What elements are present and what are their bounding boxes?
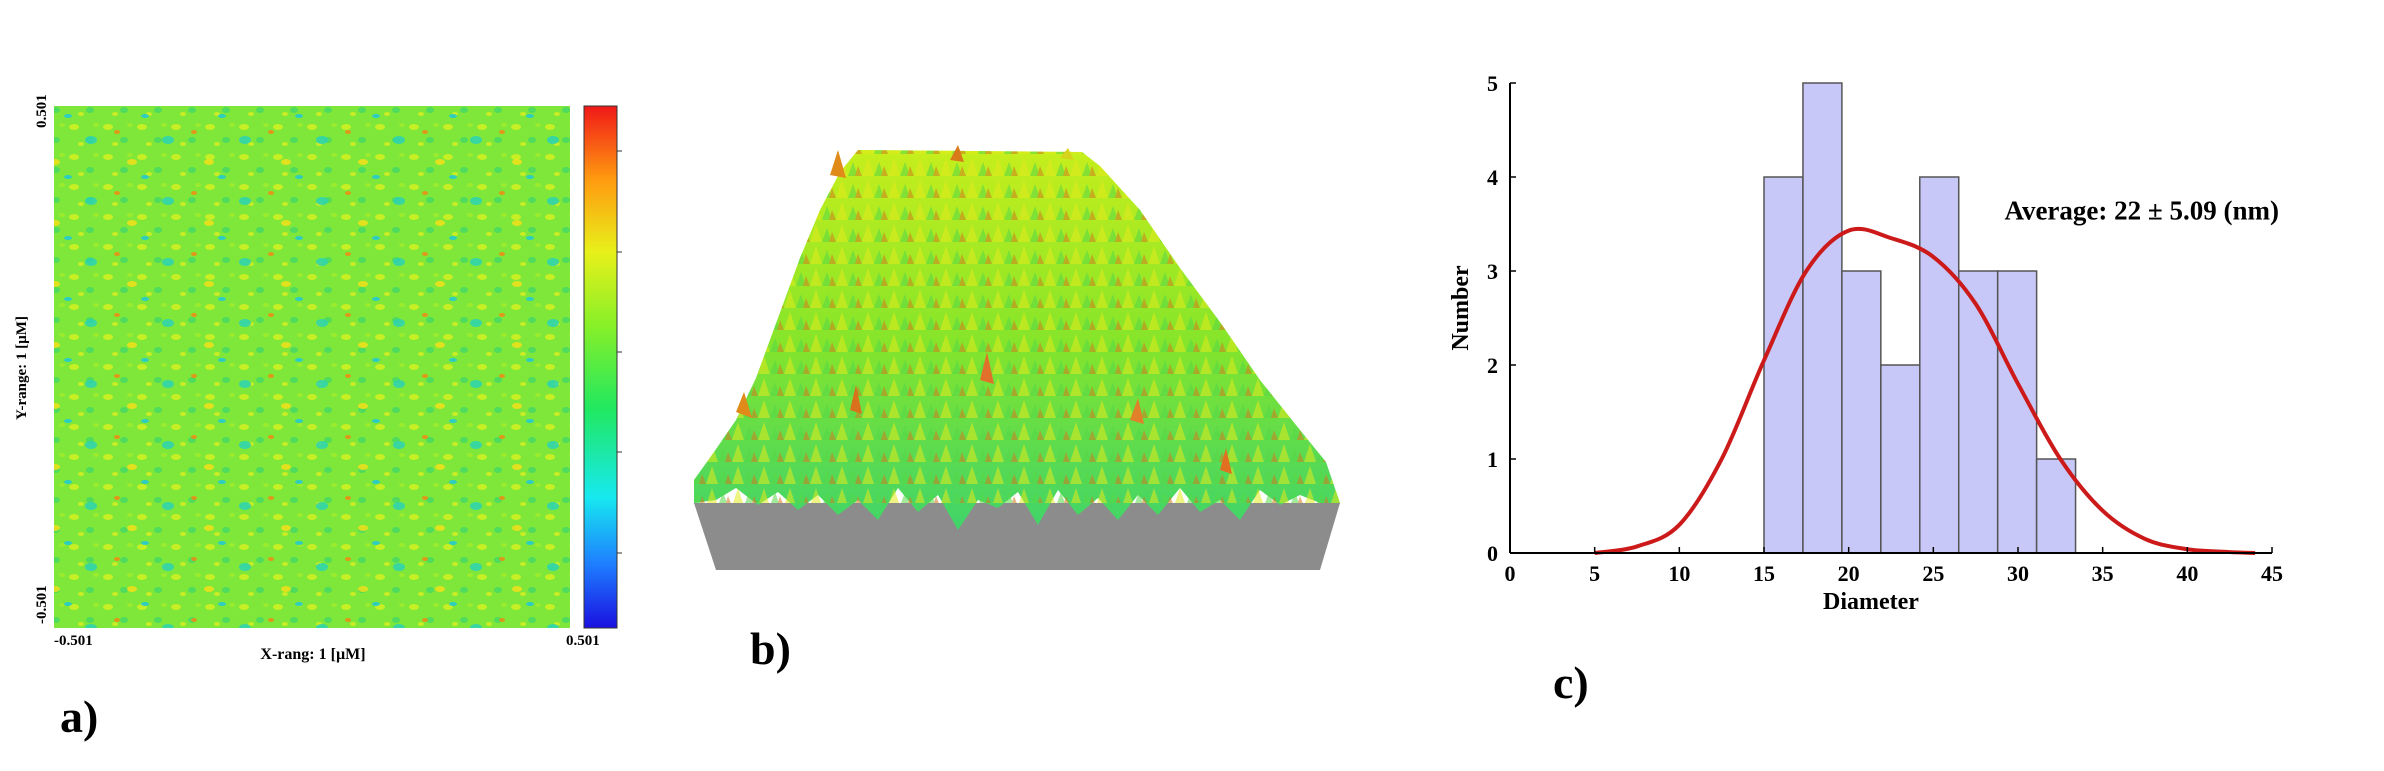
x-ticks: 0 5 10 15 20 25 30 35 40 45 <box>1505 547 2283 586</box>
panel-a: 0.501 -0.501 Y-range: 1 [µM] -0.501 0.50… <box>0 0 660 771</box>
panel-b-letter: b) <box>750 623 791 674</box>
histogram-bar <box>1957 270 1999 554</box>
surface-spikes <box>736 145 1232 474</box>
x-tick-label: 30 <box>2007 561 2029 586</box>
y-axis-label: Number <box>1448 265 1474 351</box>
x-tick-label: 45 <box>2261 561 2283 586</box>
y-tick-label: 1 <box>1487 447 1498 472</box>
y-tick-label: 2 <box>1487 353 1498 378</box>
histogram-bar <box>1802 82 1843 554</box>
panel-b: b) <box>680 0 1360 771</box>
panel-a-letter: a) <box>60 691 99 742</box>
fit-curve <box>1594 226 2256 555</box>
x-tick-label: 25 <box>1922 561 1944 586</box>
y-top-tick: 0.501 <box>34 94 50 128</box>
x-right-tick: 0.501 <box>566 633 600 649</box>
histogram-bar <box>1996 270 2038 554</box>
histogram-bar <box>1763 176 1804 554</box>
x-tick-label: 0 <box>1505 561 1516 586</box>
x-tick-label: 35 <box>2092 561 2114 586</box>
surface-base <box>694 503 1340 570</box>
x-tick-label: 40 <box>2176 561 2198 586</box>
y-tick-label: 0 <box>1487 541 1498 566</box>
histogram-bars <box>1763 82 2077 554</box>
y-axis-label: Y-range: 1 [µM] <box>14 316 30 420</box>
x-left-tick: -0.501 <box>54 633 93 649</box>
average-annotation: Average: 22 ± 5.09 (nm) <box>2004 195 2279 225</box>
x-axis-label: X-rang: 1 [µM] <box>260 646 365 663</box>
y-tick-label: 3 <box>1487 259 1498 284</box>
panel-c-letter: c) <box>1553 657 1589 708</box>
histogram-bar <box>1841 270 1882 554</box>
y-bottom-tick: -0.501 <box>34 585 50 624</box>
x-tick-label: 20 <box>1838 561 1860 586</box>
histogram-bar <box>1919 176 1960 554</box>
y-ticks: 0 1 2 3 4 5 <box>1487 71 1516 566</box>
afm-map-figure: 0.501 -0.501 Y-range: 1 [µM] -0.501 0.50… <box>14 94 622 663</box>
x-tick-label: 15 <box>1753 561 1775 586</box>
y-tick-label: 4 <box>1487 165 1498 190</box>
x-tick-label: 10 <box>1668 561 1690 586</box>
histogram-bar <box>1880 364 1921 554</box>
x-tick-label: 5 <box>1589 561 1600 586</box>
colorbar <box>583 105 618 629</box>
y-tick-label: 5 <box>1487 71 1498 96</box>
afm-3d-surface <box>694 145 1340 570</box>
x-axis-label: Diameter <box>1823 589 1919 615</box>
